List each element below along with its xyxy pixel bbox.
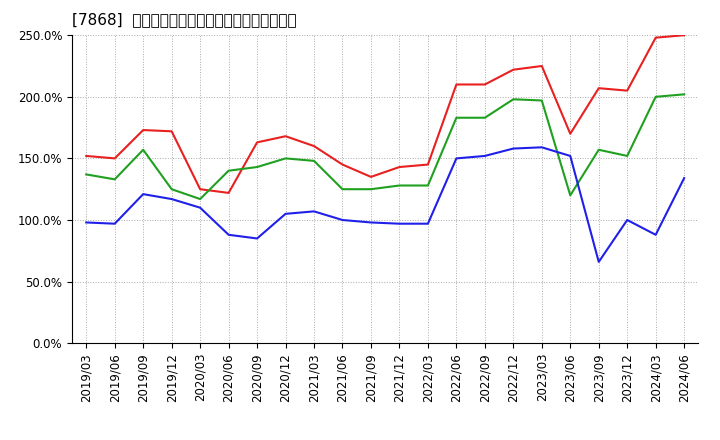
当座比率 xyxy=(395,183,404,188)
流動比率 xyxy=(452,82,461,87)
現預金比率 xyxy=(480,153,489,158)
現預金比率 xyxy=(595,259,603,264)
流動比率 xyxy=(338,162,347,167)
流動比率 xyxy=(680,33,688,38)
現預金比率 xyxy=(82,220,91,225)
Line: 現預金比率: 現預金比率 xyxy=(86,147,684,262)
現預金比率 xyxy=(537,145,546,150)
当座比率 xyxy=(595,147,603,152)
現預金比率 xyxy=(623,217,631,223)
流動比率 xyxy=(225,190,233,195)
当座比率 xyxy=(623,153,631,158)
流動比率 xyxy=(395,165,404,170)
流動比率 xyxy=(566,131,575,136)
流動比率 xyxy=(423,162,432,167)
現預金比率 xyxy=(509,146,518,151)
現預金比率 xyxy=(282,211,290,216)
当座比率 xyxy=(537,98,546,103)
当座比率 xyxy=(423,183,432,188)
当座比率 xyxy=(509,97,518,102)
現預金比率 xyxy=(225,232,233,238)
当座比率 xyxy=(110,177,119,182)
流動比率 xyxy=(310,143,318,149)
流動比率 xyxy=(196,187,204,192)
当座比率 xyxy=(366,187,375,192)
流動比率 xyxy=(139,128,148,133)
現預金比率 xyxy=(338,217,347,223)
流動比率 xyxy=(167,128,176,134)
当座比率 xyxy=(480,115,489,121)
現預金比率 xyxy=(110,221,119,226)
現預金比率 xyxy=(680,176,688,181)
当座比率 xyxy=(82,172,91,177)
流動比率 xyxy=(537,63,546,69)
流動比率 xyxy=(595,85,603,91)
流動比率 xyxy=(282,134,290,139)
当座比率 xyxy=(225,168,233,173)
流動比率 xyxy=(480,82,489,87)
当座比率 xyxy=(282,156,290,161)
流動比率 xyxy=(253,140,261,145)
当座比率 xyxy=(338,187,347,192)
流動比率 xyxy=(366,174,375,180)
現預金比率 xyxy=(652,232,660,238)
現預金比率 xyxy=(366,220,375,225)
現預金比率 xyxy=(167,196,176,202)
現預金比率 xyxy=(423,221,432,226)
現預金比率 xyxy=(310,209,318,214)
当座比率 xyxy=(652,94,660,99)
当座比率 xyxy=(452,115,461,121)
流動比率 xyxy=(623,88,631,93)
当座比率 xyxy=(253,165,261,170)
当座比率 xyxy=(196,196,204,202)
現預金比率 xyxy=(139,191,148,197)
現預金比率 xyxy=(452,156,461,161)
流動比率 xyxy=(82,153,91,158)
現預金比率 xyxy=(566,153,575,158)
当座比率 xyxy=(680,92,688,97)
Line: 当座比率: 当座比率 xyxy=(86,94,684,199)
流動比率 xyxy=(652,35,660,40)
現預金比率 xyxy=(253,236,261,241)
当座比率 xyxy=(566,193,575,198)
当座比率 xyxy=(167,187,176,192)
流動比率 xyxy=(110,156,119,161)
流動比率 xyxy=(509,67,518,72)
当座比率 xyxy=(139,147,148,152)
現預金比率 xyxy=(196,205,204,210)
Text: [7868]  流動比率、当座比率、現預金比率の推移: [7868] 流動比率、当座比率、現預金比率の推移 xyxy=(72,12,297,27)
Line: 流動比率: 流動比率 xyxy=(86,35,684,193)
現預金比率 xyxy=(395,221,404,226)
当座比率 xyxy=(310,158,318,164)
